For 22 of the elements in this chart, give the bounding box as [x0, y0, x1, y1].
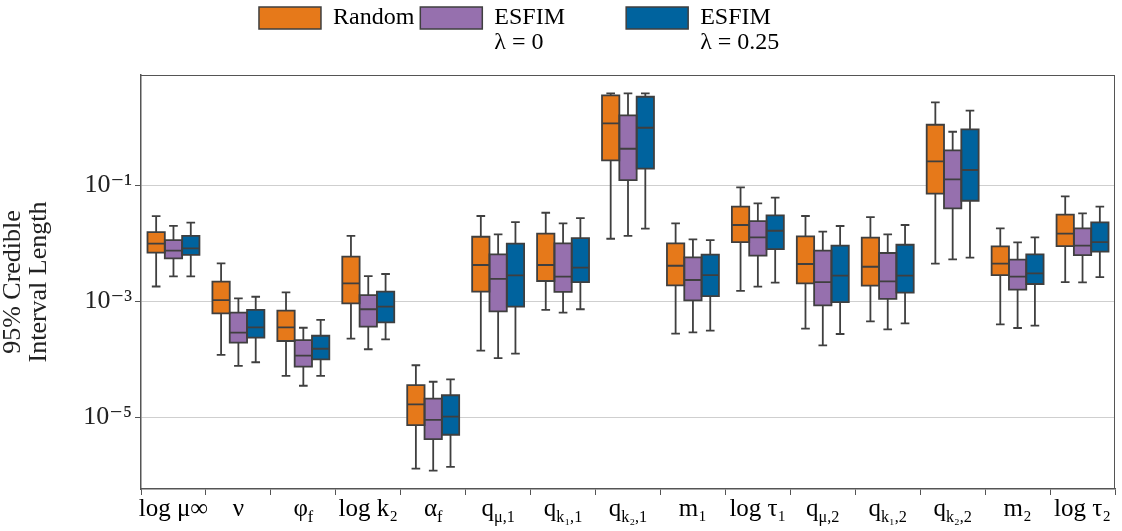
legend-label: Random: [332, 3, 415, 30]
x-tick-label: q$_{k₂,1}$: [608, 494, 648, 527]
x-tick-label: ν: [232, 494, 245, 522]
legend-label: ESFIM λ = 0.25: [700, 3, 780, 55]
x-tick-label: m₁: [678, 494, 708, 522]
y-tick-label: 10⁻¹: [84, 169, 132, 199]
y-axis-title: 95% Credible Interval Length: [0, 201, 52, 363]
legend-label: ESFIM λ = 0: [494, 3, 565, 55]
y-tick-label: 10⁻³: [84, 285, 133, 315]
x-tick-label: α$_{f}$: [423, 494, 443, 527]
x-tick-label: q$_{k₁,1}$: [543, 494, 583, 527]
x-tick-label: log μ∞: [138, 494, 209, 522]
x-tick-label: m₂: [1003, 494, 1032, 522]
x-tick-label: log τ₁: [729, 494, 787, 522]
y-tick-label: 10⁻⁵: [83, 401, 132, 431]
x-tick-label: φ$_{f}$: [293, 494, 314, 527]
x-tick-label: q$_{k₂,2}$: [933, 494, 972, 527]
x-tick-label: q$_{μ,2}$: [806, 494, 840, 527]
x-tick-label: log τ₂: [1054, 494, 1112, 522]
x-tick-label: q$_{μ,1}$: [481, 494, 515, 527]
x-tick-label: q$_{k₁,2}$: [868, 494, 907, 527]
x-tick-label: log k₂: [338, 494, 398, 522]
